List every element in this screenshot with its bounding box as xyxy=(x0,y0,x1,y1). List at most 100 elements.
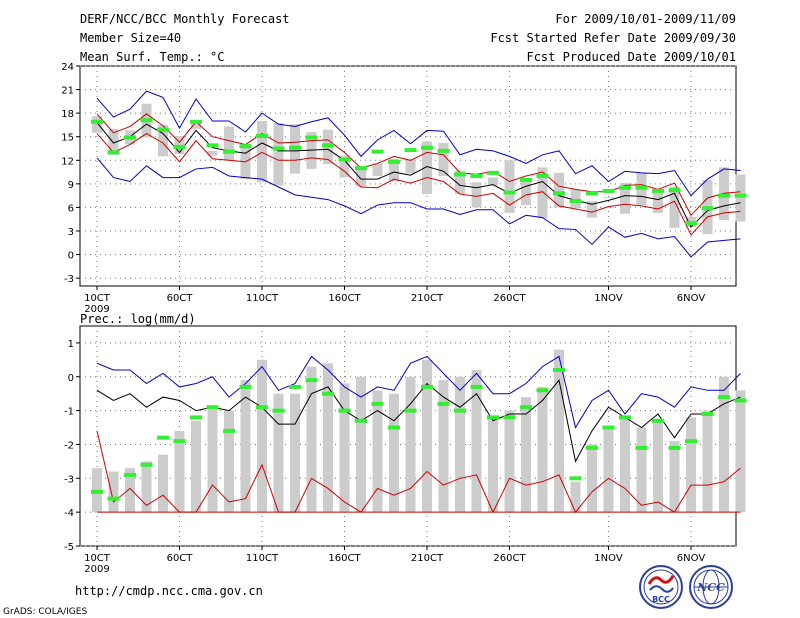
prec-range-bar xyxy=(389,393,399,513)
temp-observed-mark xyxy=(586,191,598,196)
prec-observed-mark xyxy=(652,418,664,423)
prec-observed-mark xyxy=(140,462,153,467)
prec-observed-mark xyxy=(91,489,103,494)
temp-observed-mark xyxy=(701,206,714,211)
temp-observed-mark xyxy=(718,193,730,198)
temp-range-bar xyxy=(191,120,201,129)
prec-observed-mark xyxy=(569,476,582,481)
prec-observed-mark xyxy=(371,401,384,406)
prec-observed-mark xyxy=(404,408,417,413)
temp-observed-mark xyxy=(668,188,681,193)
temp-observed-mark xyxy=(256,133,268,138)
temp-observed-mark xyxy=(652,188,664,193)
temp-ensemble_mean-line xyxy=(96,122,741,228)
forecast-period: For 2009/10/01-2009/11/09 xyxy=(555,12,736,26)
prec-observed-mark xyxy=(173,439,186,444)
prec-observed-mark xyxy=(157,435,169,440)
temp-range-bar xyxy=(570,189,581,209)
temp-observed-mark xyxy=(190,119,202,124)
prec-range-bar xyxy=(455,376,465,513)
temp-observed-mark xyxy=(503,190,516,195)
temp-max-line xyxy=(96,90,741,197)
temp-xtick-label: 6NOV xyxy=(677,293,706,304)
prec-observed-mark xyxy=(668,445,681,450)
temp-range-bar xyxy=(603,197,614,199)
temp-observed-mark xyxy=(388,159,400,164)
temp-observed-mark xyxy=(338,157,351,162)
prec-xtick-label: 6NOV xyxy=(677,553,706,564)
temp-range-bar xyxy=(735,174,746,222)
temp-observed-mark xyxy=(553,191,565,196)
prec-range-bar xyxy=(240,380,251,513)
chart-title: DERF/NCC/BCC Monthly Forecast xyxy=(80,12,290,26)
prec-ytick-label: -5 xyxy=(64,542,74,553)
temp-observed-mark xyxy=(520,177,532,182)
prec-range-bar xyxy=(521,397,531,513)
prec-range-bar xyxy=(537,386,548,513)
prec-range-bar xyxy=(108,471,119,513)
prec-observed-mark xyxy=(289,384,301,389)
temp-range-bar xyxy=(587,201,597,218)
prec-xtick-label: 260CT xyxy=(493,553,526,564)
temp-observed-mark xyxy=(734,193,747,198)
temp-ytick-label: 24 xyxy=(61,62,74,73)
prec-range-bar xyxy=(257,359,267,513)
temp-range-bar xyxy=(405,159,416,174)
prec-ytick-label: 0 xyxy=(68,373,74,384)
ncc-logo: NCC xyxy=(689,565,733,609)
prec-observed-mark xyxy=(602,425,615,430)
prec-range-bar xyxy=(356,376,366,513)
member-size: Member Size=40 xyxy=(80,31,181,45)
variable-label: Mean Surf. Temp.: °C xyxy=(80,50,225,64)
prec-range-bar xyxy=(438,380,449,513)
prec-ytick-label: -2 xyxy=(64,440,74,451)
temp-ytick-label: 6 xyxy=(68,203,74,214)
prec-observed-mark xyxy=(388,425,400,430)
prec-range-bar xyxy=(372,390,383,513)
temp-observed-mark xyxy=(569,199,582,204)
temp-observed-mark xyxy=(140,118,153,123)
temp-range-bar xyxy=(521,181,531,206)
temp-ytick-label: 18 xyxy=(61,109,74,120)
prec-range-bar xyxy=(702,410,713,513)
prec-ytick-label: -4 xyxy=(64,508,74,519)
temp-range-bar xyxy=(669,187,680,228)
temp-ytick-label: 3 xyxy=(68,227,74,238)
temp-ytick-label: 9 xyxy=(68,180,74,191)
bcc-logo-text: BCC xyxy=(652,595,670,604)
temp-xtick-label: 110CT xyxy=(246,293,279,304)
prec-xtick-label: 110CT xyxy=(246,553,279,564)
temp-ytick-label: 12 xyxy=(61,156,74,167)
temp-observed-mark xyxy=(91,119,103,124)
temp-range-bar xyxy=(339,155,350,178)
prec-observed-mark xyxy=(322,391,334,396)
prec-range-bar xyxy=(125,468,135,513)
prec-range-bar xyxy=(174,430,185,513)
temp-observed-mark xyxy=(355,166,367,171)
temp-ytick-label: 21 xyxy=(61,86,74,97)
temp-range-bar xyxy=(158,124,168,157)
prec-range-bar xyxy=(141,461,152,513)
temp-range-bar xyxy=(108,128,119,155)
temp-ytick-label: 15 xyxy=(61,133,74,144)
prec-range-bar xyxy=(603,427,614,513)
prec-observed-mark xyxy=(437,401,450,406)
prec-range-bar xyxy=(191,420,201,513)
temp-observed-mark xyxy=(536,174,549,178)
prec-observed-mark xyxy=(256,405,268,410)
temp-mean_minus_sd-line xyxy=(96,132,741,236)
temp-range-bar xyxy=(554,172,564,208)
prec-year-label: 2009 xyxy=(84,564,109,575)
temp-range-bar xyxy=(273,123,284,186)
source-url[interactable]: http://cmdp.ncc.cma.gov.cn xyxy=(75,584,263,598)
temp-observed-mark xyxy=(272,146,285,151)
prec-observed-mark xyxy=(718,395,730,400)
temp-range-bar xyxy=(537,167,548,219)
prec-range-bar xyxy=(504,410,515,513)
prec-range-bar xyxy=(273,393,284,513)
prec-observed-mark xyxy=(520,405,532,410)
ncc-logo-text: NCC xyxy=(696,581,725,594)
prec-observed-mark xyxy=(272,408,285,413)
temp-range-bar xyxy=(653,190,663,213)
